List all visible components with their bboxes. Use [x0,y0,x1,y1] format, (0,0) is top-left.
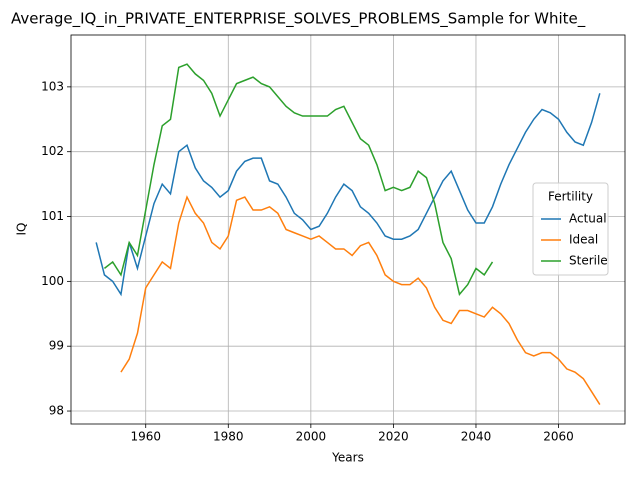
legend-label: Sterile [569,254,608,268]
line-series [95,93,601,297]
y-tick-label: 102 [41,144,64,158]
line-series [103,63,494,296]
x-tick-label: 1960 [130,430,161,444]
plot-frame [70,34,626,425]
legend-label: Ideal [569,233,598,247]
x-tick-label: 2060 [543,430,574,444]
x-tick-label: 2020 [378,430,409,444]
x-tick-label: 2040 [461,430,492,444]
y-tick-label: 99 [49,339,64,353]
legend-box [532,182,609,276]
legend-label: Actual [569,212,607,226]
x-tick-label: 2000 [296,430,327,444]
y-tick-label: 100 [41,274,64,288]
y-tick-label: 101 [41,209,64,223]
y-axis-label: IQ [15,223,29,236]
legend-title: Fertility [548,190,593,204]
line-series [120,195,601,405]
x-axis-label: Years [331,451,364,465]
y-tick-label: 98 [49,404,64,418]
chart-title: Average_IQ_in_PRIVATE_ENTERPRISE_SOLVES_… [11,10,586,29]
x-tick-label: 1980 [213,430,244,444]
y-tick-label: 103 [41,79,64,93]
